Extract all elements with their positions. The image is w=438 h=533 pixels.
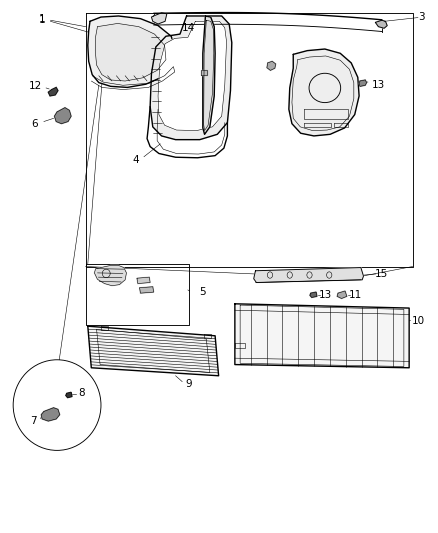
Polygon shape: [48, 87, 58, 96]
Polygon shape: [288, 49, 358, 136]
Text: 4: 4: [132, 155, 139, 165]
Text: 1: 1: [38, 15, 45, 25]
Text: 10: 10: [411, 316, 424, 326]
Polygon shape: [309, 292, 316, 297]
Text: 14: 14: [182, 23, 195, 33]
Text: 12: 12: [28, 82, 42, 91]
Text: 7: 7: [29, 416, 36, 426]
Polygon shape: [234, 304, 408, 368]
Text: 6: 6: [31, 119, 38, 128]
Text: 3: 3: [417, 12, 424, 22]
Polygon shape: [95, 23, 166, 81]
Polygon shape: [54, 108, 71, 124]
Polygon shape: [253, 268, 363, 282]
Text: 11: 11: [348, 290, 361, 300]
Polygon shape: [41, 408, 60, 421]
Polygon shape: [266, 61, 275, 70]
Polygon shape: [336, 291, 346, 298]
Polygon shape: [139, 287, 153, 293]
Polygon shape: [88, 16, 175, 87]
Polygon shape: [88, 326, 218, 376]
Polygon shape: [94, 265, 126, 286]
Text: 9: 9: [185, 379, 192, 389]
Polygon shape: [201, 70, 207, 75]
Polygon shape: [158, 21, 226, 131]
Text: 8: 8: [78, 389, 85, 398]
Polygon shape: [151, 13, 166, 24]
Text: 15: 15: [374, 269, 388, 279]
Polygon shape: [66, 392, 72, 398]
Polygon shape: [137, 277, 150, 284]
Text: 5: 5: [199, 287, 206, 297]
Polygon shape: [374, 20, 386, 28]
Polygon shape: [202, 16, 215, 134]
Text: 13: 13: [371, 80, 384, 90]
Text: 1: 1: [38, 14, 45, 24]
Text: 13: 13: [318, 290, 332, 300]
Polygon shape: [150, 16, 231, 140]
Polygon shape: [358, 80, 366, 86]
